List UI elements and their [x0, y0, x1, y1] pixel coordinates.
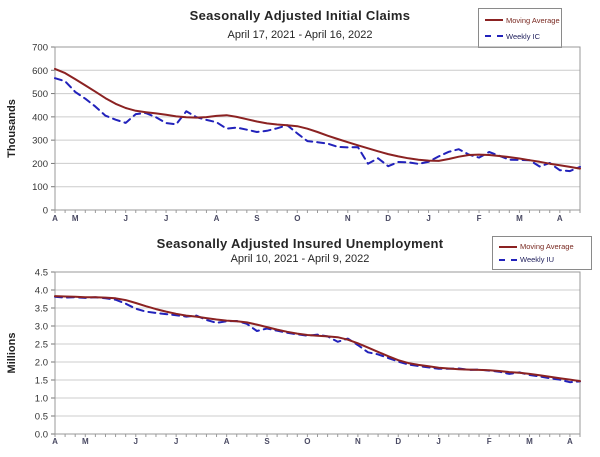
legend-label: Weekly IU — [520, 255, 555, 264]
legend-item-weekly-ic: Weekly IC — [485, 32, 555, 41]
x-month-label: A — [52, 437, 58, 446]
y-axis-label: Millions — [6, 333, 18, 374]
moving-average-line — [54, 295, 581, 383]
weekly-iu-line-sample — [499, 258, 517, 261]
initial-claims-title: Seasonally Adjusted Initial Claims — [189, 8, 411, 23]
y-tick-label: 3.0 — [35, 322, 48, 333]
legend-label: Moving Average — [520, 242, 574, 251]
moving-average-line-sample — [485, 19, 503, 21]
x-month-label: D — [395, 437, 401, 446]
y-tick-label: 4.5 — [35, 268, 48, 279]
x-month-label: J — [436, 437, 440, 446]
x-month-label: M — [82, 437, 89, 446]
x-month-label: O — [304, 437, 310, 446]
y-tick-label: 500 — [32, 89, 48, 100]
weekly-iu-line — [54, 295, 581, 384]
legend-item-moving-average: Moving Average — [485, 16, 560, 25]
x-month-label: J — [426, 214, 430, 223]
x-month-label: O — [294, 214, 300, 223]
y-tick-label: 1.0 — [35, 394, 48, 405]
y-tick-label: 0 — [43, 206, 48, 217]
x-month-label: A — [567, 437, 573, 446]
x-month-label: A — [52, 214, 58, 223]
x-month-label: A — [224, 437, 230, 446]
x-month-label: J — [174, 437, 178, 446]
x-month-label: D — [385, 214, 391, 223]
y-tick-label: 1.5 — [35, 376, 48, 387]
initial-claims-legend: Moving Average Weekly IC — [478, 8, 562, 48]
y-tick-label: 0.0 — [35, 430, 48, 441]
insured-unemployment-plot: 0.0 0.5 1.0 1.5 2.0 2.5 3.0 3.5 4.0 4.5 A M J J A S O N D J… — [6, 268, 581, 446]
x-month-label: A — [214, 214, 220, 223]
x-month-label: S — [264, 437, 270, 446]
x-month-label: A — [557, 214, 563, 223]
y-tick-label: 2.0 — [35, 358, 48, 369]
y-tick-label: 200 — [32, 159, 48, 170]
initial-claims-plot: 0 100 200 300 400 500 600 700 A M J J A S O N D J F M A Thous… — [6, 43, 581, 223]
x-month-label: J — [134, 437, 138, 446]
y-axis-label: Thousands — [6, 99, 18, 158]
y-tick-label: 700 — [32, 43, 48, 54]
moving-average-line — [54, 67, 581, 170]
y-tick-label: 300 — [32, 136, 48, 147]
initial-claims-subtitle: April 17, 2021 - April 16, 2022 — [227, 29, 373, 41]
insured-unemployment-subtitle: April 10, 2021 - April 9, 2022 — [230, 253, 370, 265]
moving-average-line-sample — [499, 245, 517, 248]
y-tick-label: 600 — [32, 66, 48, 77]
legend-label: Weekly IC — [506, 31, 541, 41]
x-month-label: F — [477, 214, 482, 223]
y-tick-label: 2.5 — [35, 340, 48, 351]
y-tick-label: 3.5 — [35, 304, 48, 315]
insured-unemployment-title: Seasonally Adjusted Insured Unemployment — [156, 236, 444, 251]
y-tick-label: 100 — [32, 182, 48, 193]
insured-unemployment-legend: Moving Average Weekly IU — [492, 236, 592, 270]
x-month-label: F — [487, 437, 492, 446]
weekly-ic-line-sample — [485, 35, 503, 37]
plot-border — [54, 46, 581, 211]
weekly-ic-line — [54, 77, 581, 173]
y-tick-label: 0.5 — [35, 412, 48, 423]
legend-item-moving-average: Moving Average — [499, 242, 585, 251]
x-month-label: M — [526, 437, 533, 446]
x-month-label: M — [516, 214, 523, 223]
y-tick-label: 400 — [32, 112, 48, 123]
x-month-label: S — [254, 214, 260, 223]
y-tick-label: 4.0 — [35, 286, 48, 297]
plot-border — [54, 271, 581, 435]
x-month-label: N — [345, 214, 351, 223]
x-month-label: M — [72, 214, 79, 223]
x-month-label: J — [164, 214, 168, 223]
legend-label: Moving Average — [506, 15, 560, 25]
x-month-label: N — [355, 437, 361, 446]
legend-item-weekly-iu: Weekly IU — [499, 255, 585, 264]
x-month-label: J — [123, 214, 127, 223]
